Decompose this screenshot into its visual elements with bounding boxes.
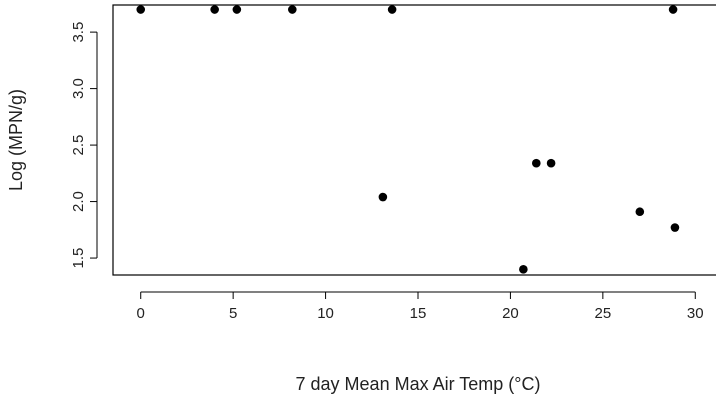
- data-point: [387, 5, 397, 14]
- data-point: [288, 5, 297, 14]
- y-tick-label: 2.0: [70, 191, 87, 212]
- y-tick-label: 3.0: [70, 78, 87, 99]
- y-tick-label: 3.5: [70, 22, 87, 43]
- x-tick-label: 25: [595, 305, 612, 322]
- data-point: [635, 207, 645, 217]
- data-point: [532, 158, 541, 168]
- x-tick-label: 15: [410, 305, 427, 322]
- data-point: [670, 223, 680, 232]
- data-point: [210, 5, 219, 14]
- y-axis: 1.5 2.0 2.5 3.0 3.5: [70, 22, 98, 269]
- data-point: [378, 192, 388, 202]
- x-axis: 0 5 10 15 20 25 30: [137, 291, 704, 322]
- y-tick-label: 1.5: [70, 248, 87, 269]
- data-points: [136, 5, 680, 274]
- x-tick-label: 30: [687, 305, 704, 322]
- data-point: [546, 158, 556, 168]
- x-tick-label: 10: [317, 305, 334, 322]
- plot-area-frame: [112, 4, 716, 276]
- data-point: [136, 5, 146, 14]
- data-point: [232, 5, 242, 14]
- data-point: [668, 5, 678, 14]
- x-tick-label: 20: [502, 305, 519, 322]
- x-axis-title: 7 day Mean Max Air Temp (°C): [296, 374, 541, 394]
- data-point: [519, 265, 528, 274]
- y-axis-title: Log (MPN/g): [6, 89, 26, 191]
- x-tick-label: 0: [137, 305, 145, 322]
- y-tick-label: 2.5: [70, 135, 87, 156]
- x-tick-label: 5: [229, 305, 237, 322]
